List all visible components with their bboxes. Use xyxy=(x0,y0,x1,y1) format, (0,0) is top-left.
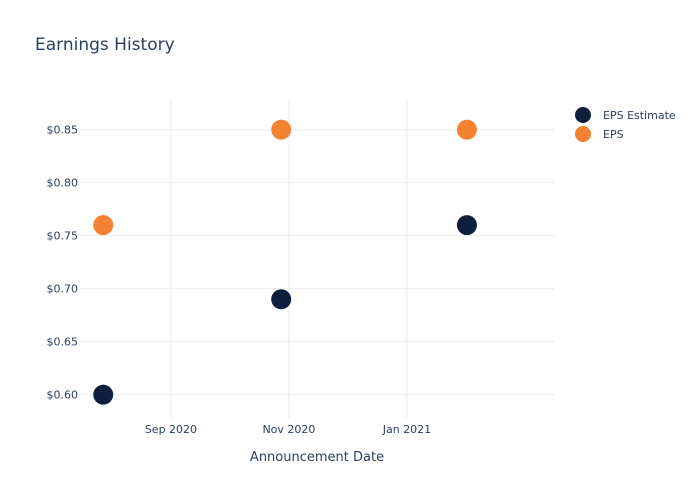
x-tick-label: Jan 2021 xyxy=(382,423,431,436)
eps-point xyxy=(93,215,114,236)
y-tick-label: $0.60 xyxy=(47,389,79,402)
eps-legend-marker xyxy=(575,126,591,142)
y-tick-label: $0.80 xyxy=(47,177,79,190)
y-tick-label: $0.70 xyxy=(47,283,79,296)
x-tick-label: Sep 2020 xyxy=(145,423,197,436)
eps-legend-label: EPS xyxy=(603,128,624,141)
legend: EPS Estimate EPS xyxy=(575,107,676,142)
points-layer xyxy=(93,119,477,405)
chart-title: Earnings History xyxy=(35,35,175,55)
eps-estimate-legend-marker xyxy=(575,107,591,123)
eps-point xyxy=(456,119,477,140)
axis-layer: $0.60 $0.65 $0.70 $0.75 $0.80 $0.85 Sep 2020 No… xyxy=(47,124,432,436)
y-tick-label: $0.75 xyxy=(47,230,79,243)
eps-estimate-point xyxy=(271,289,292,310)
grid-layer xyxy=(80,100,554,418)
x-tick-label: Nov 2020 xyxy=(262,423,315,436)
eps-estimate-legend-label: EPS Estimate xyxy=(603,109,676,122)
eps-estimate-point xyxy=(456,215,477,236)
eps-estimate-point xyxy=(93,384,114,405)
eps-point xyxy=(271,119,292,140)
x-axis-title: Announcement Date xyxy=(250,450,384,465)
y-tick-label: $0.85 xyxy=(47,124,79,137)
y-tick-label: $0.65 xyxy=(47,336,79,349)
